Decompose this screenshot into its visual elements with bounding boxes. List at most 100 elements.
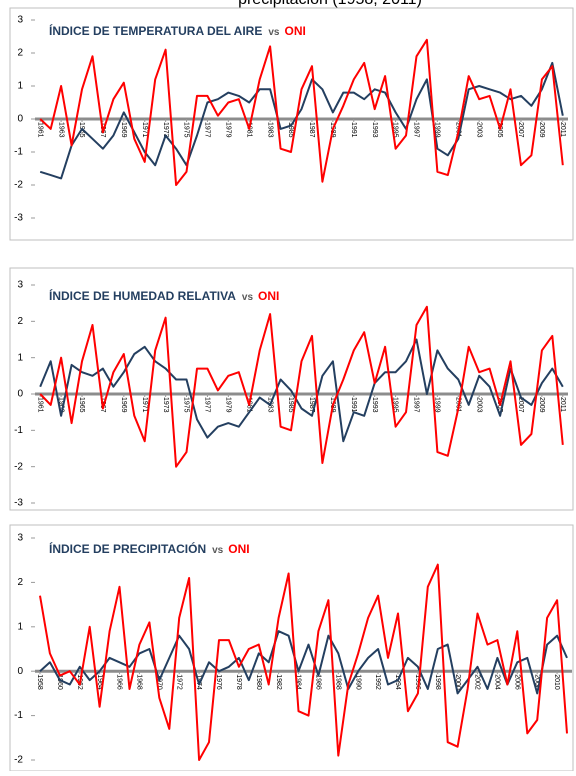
x-tick-label: 2007 [517, 397, 524, 413]
y-tick-label: 1 [17, 352, 23, 363]
x-tick-label: 1961 [36, 122, 43, 138]
y-tick-label: 2 [17, 577, 23, 588]
x-tick-label: 1965 [78, 397, 85, 413]
x-tick-label: 2004 [494, 674, 501, 690]
x-tick-label: 2008 [533, 674, 540, 690]
x-tick-label: 2009 [538, 397, 545, 413]
x-tick-label: 1996 [414, 674, 421, 690]
title-connector: vs [268, 27, 280, 38]
chart-frame [9, 7, 574, 241]
x-tick-label: 1999 [434, 122, 441, 138]
x-tick-label: 2002 [474, 674, 481, 690]
y-tick-label: 2 [17, 316, 23, 327]
x-tick-label: 1970 [155, 674, 162, 690]
x-tick-label: 1980 [255, 674, 262, 690]
x-tick-label: 1998 [434, 674, 441, 690]
x-tick-label: 1961 [36, 397, 43, 413]
x-tick-label: 1960 [56, 674, 63, 690]
x-tick-label: 1992 [374, 674, 381, 690]
x-tick-label: 2009 [538, 122, 545, 138]
x-tick-label: 1971 [141, 122, 148, 138]
y-tick-label: 0 [17, 389, 23, 400]
chart-frame [9, 267, 574, 511]
x-tick-label: 1977 [204, 397, 211, 413]
x-tick-label: 1993 [371, 397, 378, 413]
x-tick-label: 1991 [350, 397, 357, 413]
x-tick-label: 1964 [96, 674, 103, 690]
x-tick-label: 1984 [295, 674, 302, 690]
page-title: precipitación (1958, 2011) [238, 0, 422, 8]
legend-oni: ONI [284, 24, 305, 38]
y-tick-label: -1 [14, 147, 23, 158]
title-connector: vs [212, 545, 224, 556]
series-line [39, 305, 564, 468]
y-tick-label: -1 [14, 710, 23, 721]
x-tick-label: 1986 [315, 674, 322, 690]
y-tick-label: -3 [14, 213, 23, 224]
y-tick-label: 3 [17, 533, 23, 544]
x-tick-label: 1988 [334, 674, 341, 690]
chart-title: ÍNDICE DE TEMPERATURA DEL AIRE vs ONI [49, 23, 306, 38]
x-tick-label: 1973 [162, 397, 169, 413]
x-tick-label: 1997 [413, 397, 420, 413]
title-text: ÍNDICE DE PRECIPITACIÓN [49, 541, 206, 556]
y-tick-label: -1 [14, 425, 23, 436]
x-tick-label: 1977 [204, 122, 211, 138]
x-tick-label: 2007 [517, 122, 524, 138]
y-tick-label: 2 [17, 48, 23, 59]
title-text: ÍNDICE DE HUMEDAD RELATIVA [49, 288, 236, 303]
title-text: ÍNDICE DE TEMPERATURA DEL AIRE [49, 23, 262, 38]
x-tick-label: 1975 [183, 122, 190, 138]
x-tick-label: 1982 [275, 674, 282, 690]
x-tick-label: 1987 [308, 397, 315, 413]
x-tick-label: 2005 [496, 122, 503, 138]
x-tick-label: 2011 [559, 122, 566, 137]
x-tick-label: 1963 [57, 122, 64, 138]
y-tick-label: -2 [14, 180, 23, 191]
series-line [39, 38, 564, 186]
x-tick-label: 1976 [215, 674, 222, 690]
x-tick-label: 1979 [224, 122, 231, 138]
x-tick-label: 1969 [120, 122, 127, 138]
x-tick-label: 1985 [287, 122, 294, 138]
x-tick-label: 1971 [141, 397, 148, 413]
x-tick-label: 1968 [136, 674, 143, 690]
x-tick-label: 1991 [350, 122, 357, 138]
x-tick-label: 1972 [175, 674, 182, 690]
x-tick-label: 1963 [57, 397, 64, 413]
x-tick-label: 1978 [235, 674, 242, 690]
x-tick-label: 1966 [116, 674, 123, 690]
x-tick-label: 2003 [475, 122, 482, 138]
x-tick-label: 1993 [371, 122, 378, 138]
x-tick-label: 2011 [559, 397, 566, 412]
y-tick-label: 1 [17, 81, 23, 92]
y-tick-label: -2 [14, 461, 23, 472]
y-tick-label: 0 [17, 666, 23, 677]
x-tick-label: 1979 [224, 397, 231, 413]
x-tick-label: 1987 [308, 122, 315, 138]
y-tick-label: 0 [17, 114, 23, 125]
title-connector: vs [242, 292, 254, 303]
x-tick-label: 2010 [553, 674, 560, 690]
y-tick-label: 1 [17, 621, 23, 632]
x-tick-label: 1994 [394, 674, 401, 690]
x-tick-label: 1983 [266, 122, 273, 138]
x-tick-label: 1973 [162, 122, 169, 138]
x-tick-label: 1997 [413, 122, 420, 138]
x-tick-label: 1985 [287, 397, 294, 413]
x-tick-label: 2006 [513, 674, 520, 690]
x-tick-label: 1975 [183, 397, 190, 413]
x-tick-label: 1990 [354, 674, 361, 690]
series-line [39, 338, 564, 443]
x-tick-label: 1999 [434, 397, 441, 413]
legend-oni: ONI [258, 289, 279, 303]
x-tick-label: 1995 [392, 397, 399, 413]
x-tick-label: 1995 [392, 122, 399, 138]
y-tick-label: -3 [14, 498, 23, 509]
chart-title: ÍNDICE DE HUMEDAD RELATIVA vs ONI [49, 288, 279, 303]
